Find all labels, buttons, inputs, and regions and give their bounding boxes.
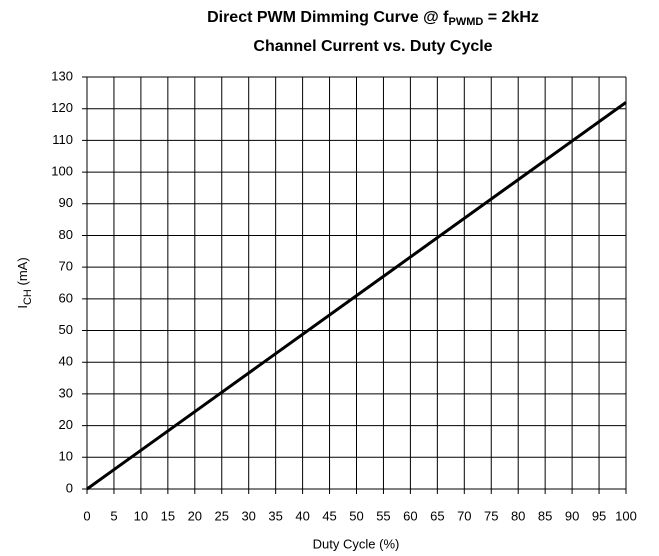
x-tick-label: 55 — [376, 508, 390, 523]
y-tick-label: 80 — [59, 227, 73, 242]
x-tick-label: 65 — [430, 508, 444, 523]
y-tick-label: 120 — [51, 100, 73, 115]
y-tick-label: 10 — [59, 449, 73, 464]
x-tick-label: 85 — [538, 508, 552, 523]
y-tick-label: 100 — [51, 164, 73, 179]
x-axis-label: Duty Cycle (%) — [313, 536, 400, 551]
y-tick-label: 90 — [59, 195, 73, 210]
x-tick-label: 45 — [322, 508, 336, 523]
ylabel-suffix: (mA) — [15, 257, 30, 289]
x-tick-label: 100 — [615, 508, 637, 523]
x-tick-label: 5 — [110, 508, 117, 523]
chart-subtitle: Channel Current vs. Duty Cycle — [253, 38, 492, 55]
y-tick-label: 50 — [59, 322, 73, 337]
y-tick-label: 30 — [59, 385, 73, 400]
title-suffix: = 2kHz — [483, 9, 539, 26]
x-tick-label: 20 — [188, 508, 202, 523]
x-tick-label: 95 — [592, 508, 606, 523]
ylabel-subscript: CH — [22, 289, 34, 305]
x-tick-label: 0 — [83, 508, 90, 523]
x-tick-label: 70 — [457, 508, 471, 523]
y-tick-label: 20 — [59, 417, 73, 432]
y-tick-label: 60 — [59, 290, 73, 305]
x-tick-label: 10 — [134, 508, 148, 523]
x-tick-label: 60 — [403, 508, 417, 523]
y-tick-label: 0 — [66, 480, 73, 495]
data-line — [86, 101, 627, 491]
y-tick-label: 70 — [59, 259, 73, 274]
x-tick-label: 50 — [349, 508, 363, 523]
ylabel-text: I — [15, 305, 30, 309]
x-tick-label: 90 — [565, 508, 579, 523]
x-tick-label: 35 — [268, 508, 282, 523]
x-tick-label: 75 — [484, 508, 498, 523]
x-tick-label: 40 — [295, 508, 309, 523]
y-tick-label: 40 — [59, 354, 73, 369]
x-tick-label: 15 — [161, 508, 175, 523]
y-tick-label: 110 — [52, 132, 73, 147]
chart-title: Direct PWM Dimming Curve @ fPWMD = 2kHz — [207, 9, 539, 28]
title-subscript: PWMD — [448, 16, 483, 28]
y-tick-label: 130 — [51, 68, 73, 83]
y-axis-label: ICH (mA) — [15, 257, 33, 308]
x-tick-label: 30 — [241, 508, 255, 523]
x-tick-label: 25 — [215, 508, 229, 523]
title-text: Direct PWM Dimming Curve @ f — [207, 9, 449, 26]
x-tick-label: 80 — [511, 508, 525, 523]
